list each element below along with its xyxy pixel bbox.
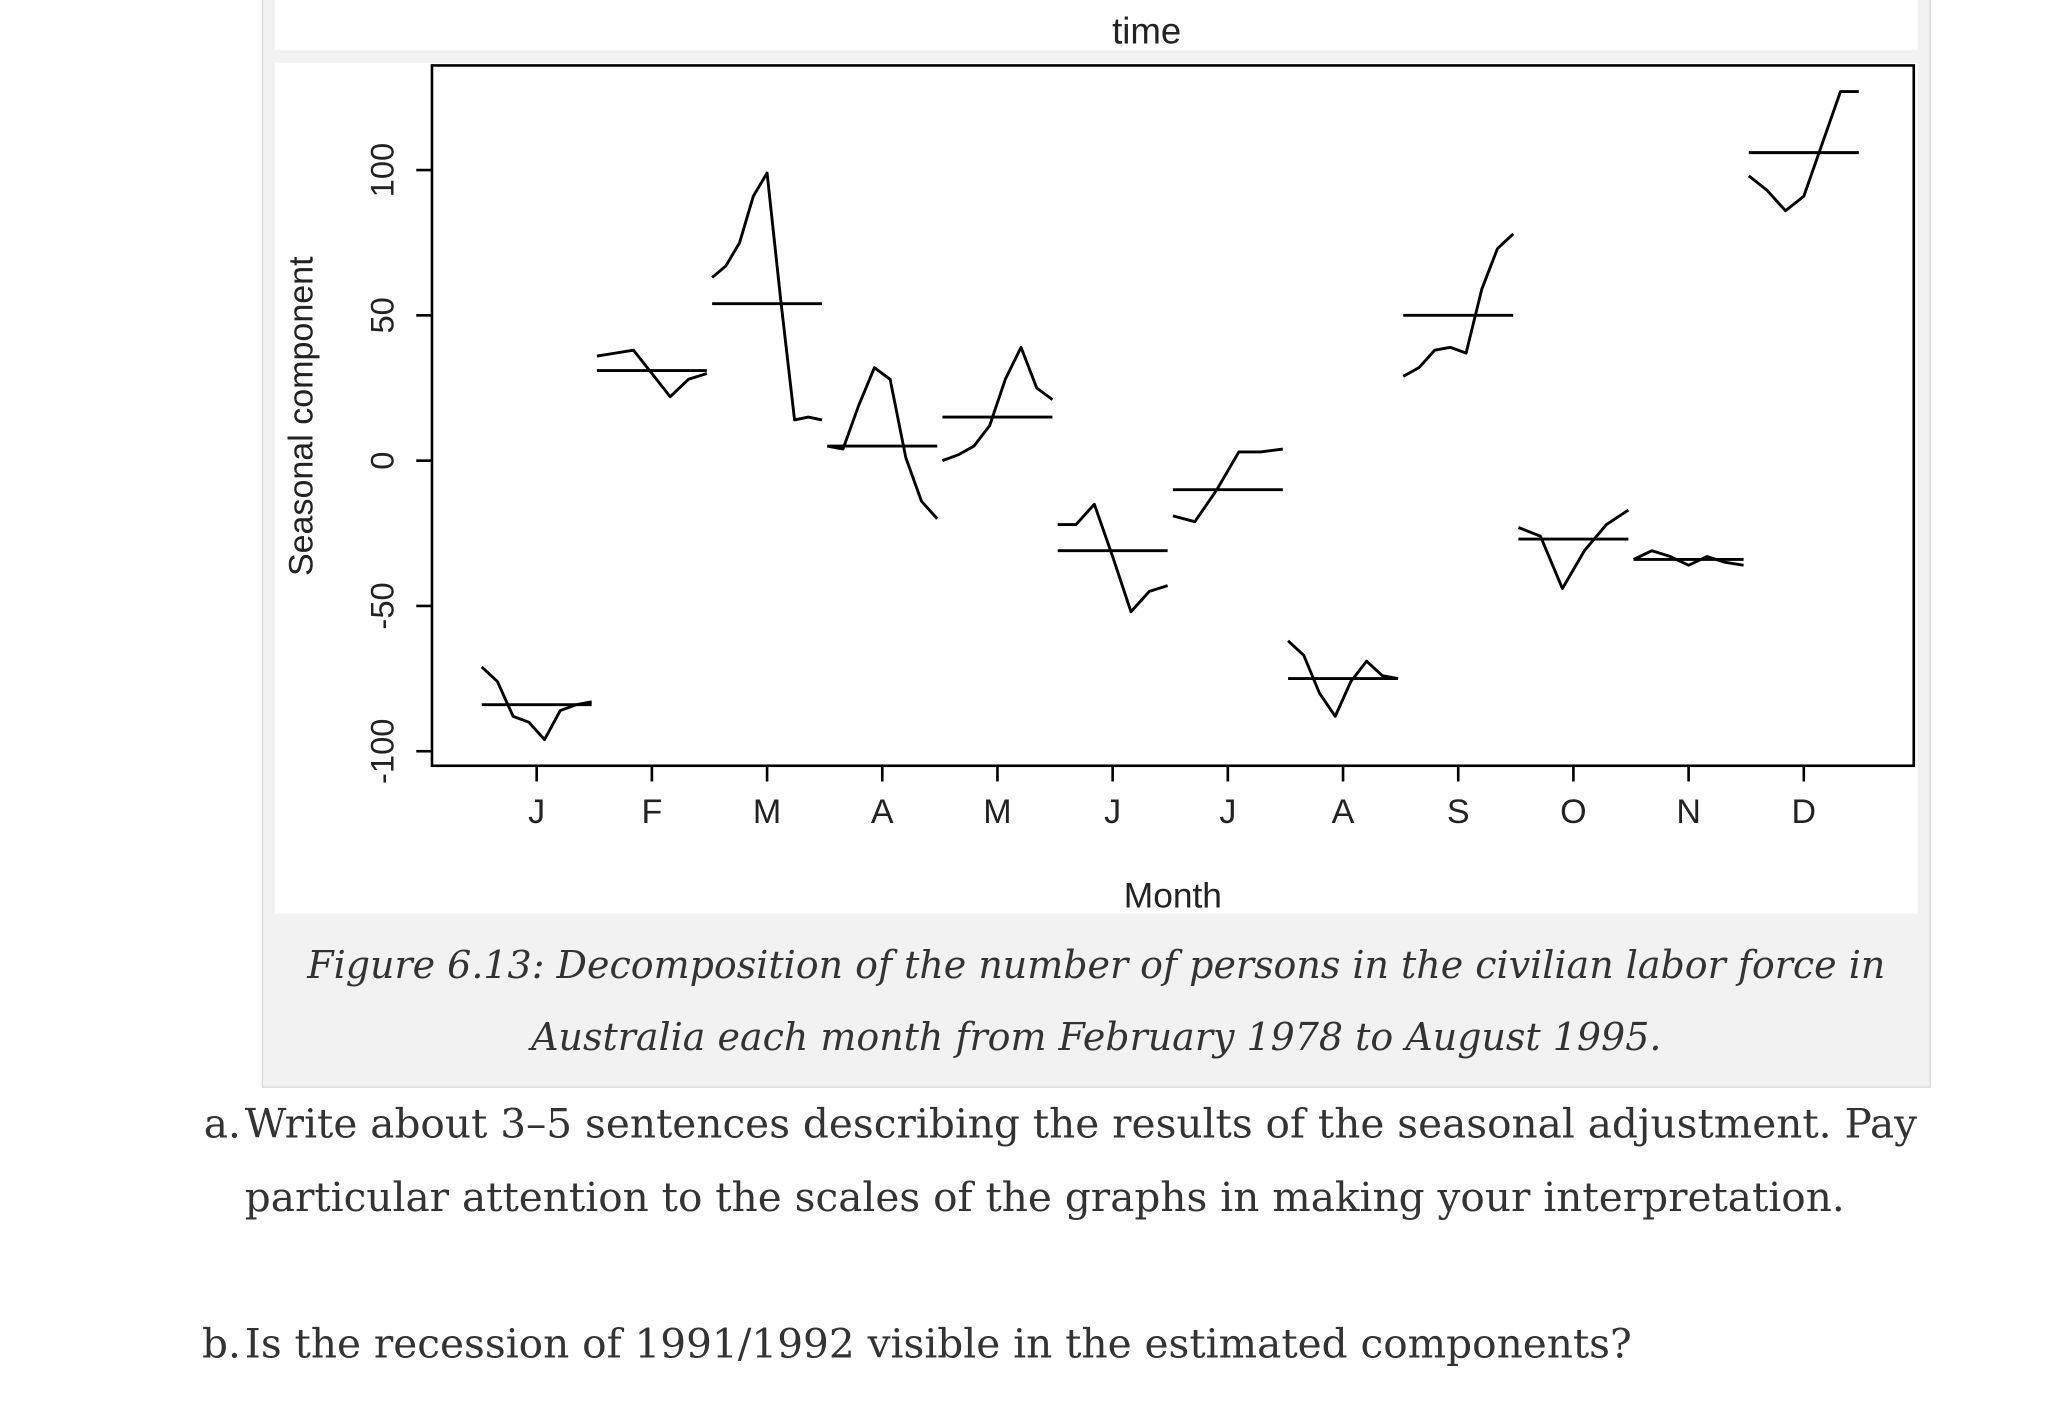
x-tick-label: S <box>1447 793 1470 831</box>
y-tick-label: -100 <box>363 718 400 784</box>
subseries-line <box>1747 90 1859 213</box>
y-tick-label: -50 <box>363 582 400 629</box>
y-tick-label: 100 <box>363 143 400 198</box>
caption: Figure 6.13: Decomposition of the number… <box>307 942 1886 1059</box>
x-tick-label: M <box>753 793 781 831</box>
y-tick-label: 50 <box>363 297 400 333</box>
x-tick-label: M <box>983 793 1011 831</box>
x-tick-label: J <box>1104 793 1121 831</box>
subseries-line <box>1402 232 1515 378</box>
subseries-line <box>1172 447 1284 524</box>
subseries-line <box>941 345 1054 462</box>
question-text: Is the recession of 1991/1992 visible in… <box>244 1320 1632 1368</box>
x-tick-label: D <box>1792 793 1817 831</box>
x-axis-label: Month <box>1124 876 1222 915</box>
subseries-line <box>1633 549 1744 567</box>
question: a. Write about 3–5 sentences describing … <box>183 1088 1963 1235</box>
top-axis-label: time <box>1112 11 1181 52</box>
x-tick-label: A <box>1332 793 1355 831</box>
subseries-line <box>1517 508 1630 590</box>
upper-panel <box>274 0 1918 50</box>
x-tick-label: J <box>528 793 545 831</box>
question-marker: b. <box>201 1320 241 1368</box>
subseries-line <box>596 348 708 399</box>
subseries-line <box>1287 639 1399 718</box>
subseries-line <box>1057 502 1169 614</box>
x-tick-label: A <box>871 793 894 831</box>
y-tick-label: 0 <box>363 452 400 470</box>
chart: time Month Seasonal component -100 -50 0 50… <box>274 0 1918 915</box>
subseries-line <box>827 366 939 520</box>
question-text: Write about 3–5 sentences describing the… <box>244 1100 1918 1222</box>
question-marker: a. <box>203 1100 241 1148</box>
subseries-line <box>711 171 823 422</box>
x-tick-label: N <box>1676 793 1701 831</box>
x-tick-label: J <box>1219 793 1236 831</box>
y-axis-label: Seasonal component <box>283 256 321 576</box>
x-tick-label: O <box>1560 793 1586 831</box>
x-tick-label: F <box>641 793 662 831</box>
question: b. Is the recession of 1991/1992 visible… <box>183 1308 1963 1381</box>
plot-frame <box>430 64 1916 768</box>
panel <box>274 62 1918 914</box>
